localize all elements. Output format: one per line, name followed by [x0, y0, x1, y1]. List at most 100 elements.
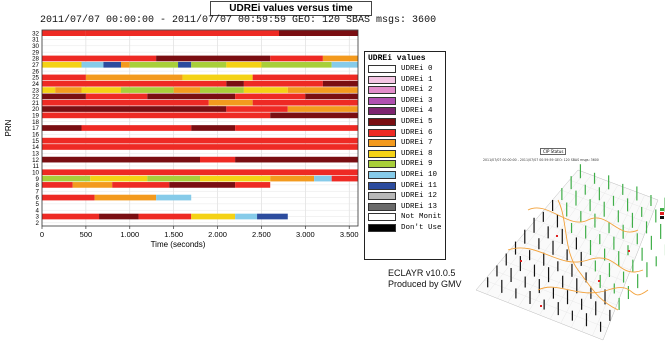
y-tick-label: 22	[32, 94, 39, 101]
bar-segment-prn-8	[42, 182, 73, 188]
bar-segment-prn-27	[191, 61, 227, 68]
y-tick-label: 28	[32, 56, 39, 63]
mini-track	[557, 199, 619, 311]
bar-segment-prn-17	[191, 125, 236, 131]
y-tick-label: 10	[32, 169, 39, 176]
legend-label: UDREi 0	[401, 65, 433, 73]
legend-label: UDREi 6	[401, 128, 433, 137]
bar-segment-prn-27	[121, 61, 130, 68]
legend-swatch	[368, 213, 396, 222]
bar-segment-prn-24	[322, 80, 358, 87]
mini-grid	[581, 194, 645, 332]
y-tick-label: 21	[32, 100, 39, 107]
bar-segment-prn-9	[314, 175, 332, 182]
bar-segment-prn-3	[257, 213, 288, 220]
legend-swatch	[368, 96, 396, 105]
y-tick-label: 16	[32, 132, 39, 139]
bar-segment-prn-24	[243, 80, 323, 87]
legend-swatch	[368, 223, 396, 232]
bar-segment-prn-12	[42, 156, 200, 163]
x-tick-label: 2.500	[252, 230, 271, 239]
legend-item: UDREi 12	[365, 191, 445, 202]
bar-segment-prn-25	[182, 74, 253, 81]
bar-segment-prn-10	[42, 169, 358, 176]
mini-legend-swatch	[660, 212, 664, 215]
mini-marker	[628, 250, 630, 252]
y-tick-label: 19	[32, 113, 39, 120]
y-tick-label: 17	[32, 125, 39, 132]
x-tick-label: 500	[80, 230, 93, 239]
y-tick-label: 31	[32, 37, 39, 44]
y-tick-label: 9	[36, 176, 40, 183]
mini-legend-swatch	[660, 208, 664, 211]
legend-swatch	[368, 128, 396, 137]
legend-label: UDREi 4	[401, 107, 433, 116]
x-tick-label: 2.000	[208, 230, 227, 239]
bar-segment-prn-22	[147, 93, 236, 100]
bar-segment-prn-8	[112, 182, 170, 188]
x-tick-label: 3.500	[340, 230, 359, 239]
mini-3d-chart	[475, 164, 665, 341]
bar-segment-prn-23	[55, 87, 82, 93]
mini-track	[527, 207, 639, 233]
legend-swatch	[368, 160, 396, 169]
bar-segment-prn-19	[42, 112, 271, 119]
mini-grid	[569, 179, 654, 212]
brand-text: ECLAYR v10.0.5 Produced by GMV	[388, 268, 462, 290]
bar-segment-prn-24	[226, 80, 244, 87]
y-tick-label: 24	[32, 81, 39, 88]
y-tick-label: 18	[32, 119, 39, 126]
y-axis-label: PRN	[4, 119, 13, 136]
bar-segment-prn-23	[42, 87, 56, 93]
brand-producer: Produced by GMV	[388, 279, 462, 289]
bar-segment-prn-19	[270, 112, 358, 119]
bar-segment-prn-8	[235, 182, 271, 188]
y-tick-label: 15	[32, 138, 39, 145]
bar-segment-prn-25	[252, 74, 358, 81]
bar-segment-prn-22	[235, 93, 306, 100]
y-tick-label: 29	[32, 49, 39, 56]
legend-label: Don't Use	[401, 223, 442, 232]
bar-segment-prn-27	[226, 61, 262, 68]
legend-swatch	[368, 192, 396, 201]
legend-item: UDREi 13	[365, 202, 445, 213]
legend-item: Not Monit	[365, 212, 445, 223]
bar-segment-prn-20	[287, 106, 358, 112]
bar-segment-prn-25	[42, 74, 86, 81]
legend-swatch	[368, 170, 396, 179]
y-tick-label: 7	[36, 188, 40, 195]
bar-segment-prn-24	[42, 80, 227, 87]
bar-segment-prn-9	[331, 175, 358, 182]
bar-segment-prn-28	[156, 55, 271, 62]
legend: UDREi values UDREi 0 UDREi 1 UDREi 2 UDREi …	[364, 51, 446, 260]
bar-segment-prn-21	[252, 99, 358, 106]
bar-segment-prn-3	[235, 213, 258, 220]
bar-segment-prn-9	[270, 175, 315, 182]
legend-label: UDREi 12	[401, 192, 438, 201]
chart-subtitle: 2011/07/07 00:00:00 - 2011/07/07 00:59:5…	[40, 15, 437, 26]
bar-segment-prn-28	[322, 55, 358, 62]
bar-segment-prn-32	[85, 30, 279, 37]
bar-segment-prn-25	[85, 74, 183, 81]
bar-segment-prn-15	[42, 137, 358, 144]
y-tick-label: 25	[32, 75, 39, 82]
mini-marker	[598, 280, 600, 282]
bar-segment-prn-17	[42, 125, 82, 131]
legend-swatch	[368, 75, 396, 84]
bar-segment-prn-12	[200, 156, 236, 163]
legend-label: UDREi 13	[401, 202, 438, 211]
legend-item: UDREi 6	[365, 128, 445, 139]
bar-segment-prn-3	[42, 213, 100, 220]
bar-segment-prn-12	[235, 156, 358, 163]
y-tick-label: 6	[36, 195, 40, 202]
x-tick-label: 1.000	[120, 230, 139, 239]
legend-swatch	[368, 149, 396, 158]
x-tick-label: 3.000	[296, 230, 315, 239]
bar-segment-prn-23	[173, 87, 200, 93]
y-tick-label: 14	[32, 144, 39, 151]
bar-segment-prn-28	[270, 55, 323, 62]
legend-item: UDREi 1	[365, 75, 445, 86]
legend-title: UDREi values	[368, 54, 426, 63]
legend-label: UDREi 10	[401, 170, 438, 179]
